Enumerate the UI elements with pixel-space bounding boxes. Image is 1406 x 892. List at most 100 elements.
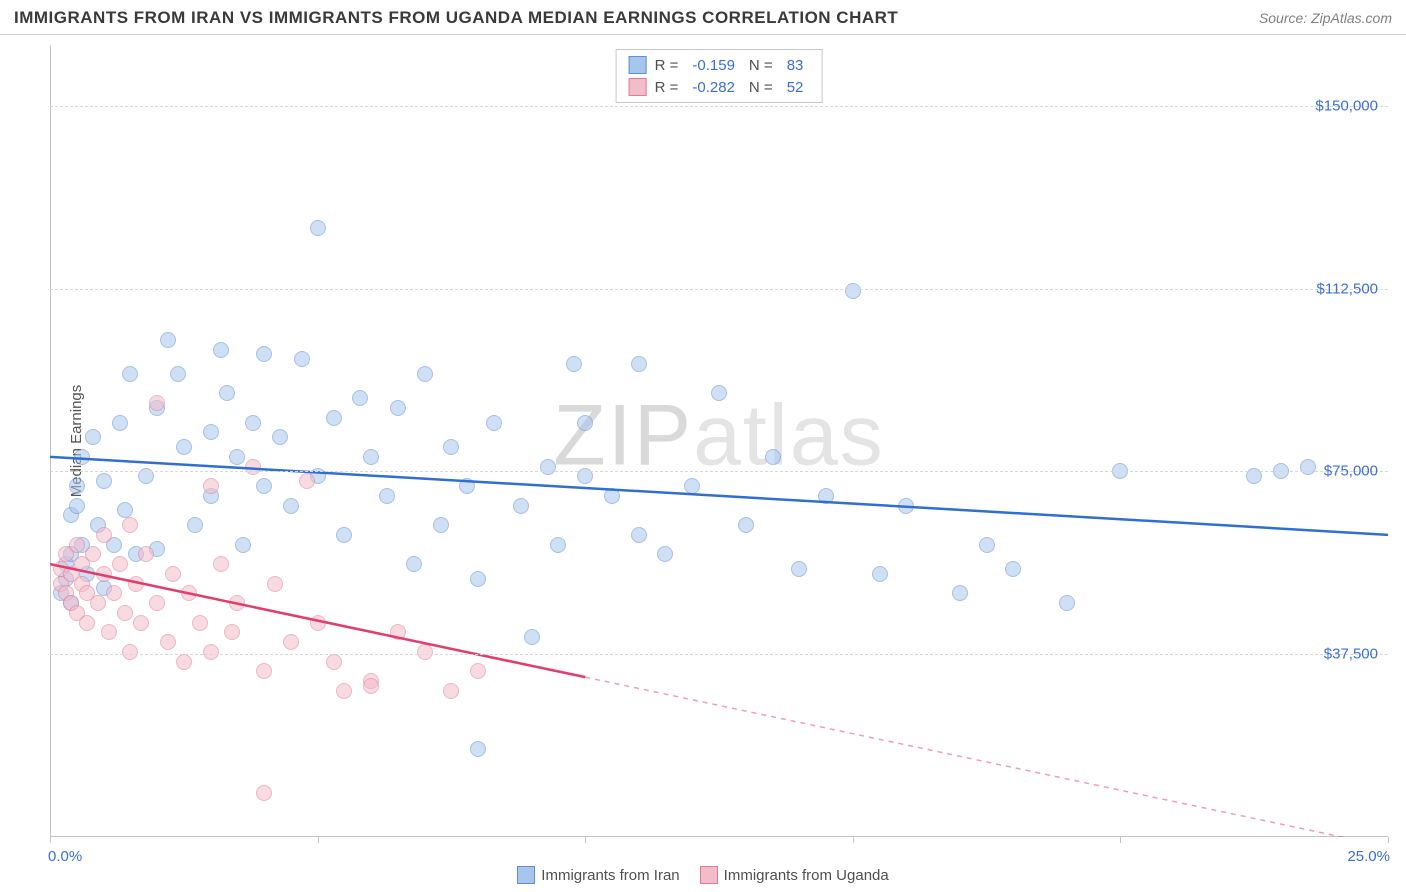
gridline-h bbox=[50, 106, 1388, 107]
data-point-iran bbox=[406, 556, 422, 572]
data-point-iran bbox=[74, 449, 90, 465]
data-point-uganda bbox=[122, 644, 138, 660]
data-point-uganda bbox=[443, 683, 459, 699]
swatch-iran bbox=[629, 56, 647, 74]
data-point-iran bbox=[256, 346, 272, 362]
legend-label-iran: Immigrants from Iran bbox=[541, 867, 679, 884]
data-point-iran bbox=[631, 527, 647, 543]
data-point-uganda bbox=[229, 595, 245, 611]
x-tick bbox=[318, 837, 319, 843]
data-point-uganda bbox=[203, 478, 219, 494]
data-point-iran bbox=[657, 546, 673, 562]
data-point-iran bbox=[711, 385, 727, 401]
data-point-iran bbox=[443, 439, 459, 455]
title-bar: IMMIGRANTS FROM IRAN VS IMMIGRANTS FROM … bbox=[0, 0, 1406, 35]
data-point-uganda bbox=[176, 654, 192, 670]
data-point-iran bbox=[979, 537, 995, 553]
data-point-uganda bbox=[149, 595, 165, 611]
r-label: R = bbox=[655, 57, 679, 74]
r-value-uganda: -0.282 bbox=[692, 79, 735, 96]
data-point-uganda bbox=[96, 527, 112, 543]
data-point-uganda bbox=[69, 537, 85, 553]
swatch-uganda bbox=[629, 78, 647, 96]
x-tick bbox=[585, 837, 586, 843]
data-point-iran bbox=[326, 410, 342, 426]
data-point-iran bbox=[256, 478, 272, 494]
data-point-iran bbox=[96, 473, 112, 489]
data-point-uganda bbox=[213, 556, 229, 572]
data-point-uganda bbox=[363, 678, 379, 694]
n-label: N = bbox=[749, 79, 773, 96]
data-point-iran bbox=[187, 517, 203, 533]
legend-stat-row-uganda: R = -0.282 N = 52 bbox=[629, 76, 810, 98]
data-point-iran bbox=[379, 488, 395, 504]
data-point-iran bbox=[235, 537, 251, 553]
data-point-iran bbox=[486, 415, 502, 431]
data-point-iran bbox=[738, 517, 754, 533]
data-point-iran bbox=[294, 351, 310, 367]
r-label: R = bbox=[655, 79, 679, 96]
data-point-uganda bbox=[106, 585, 122, 601]
data-point-uganda bbox=[128, 576, 144, 592]
data-point-iran bbox=[203, 424, 219, 440]
data-point-iran bbox=[417, 366, 433, 382]
data-point-uganda bbox=[160, 634, 176, 650]
data-point-uganda bbox=[192, 615, 208, 631]
data-point-uganda bbox=[90, 595, 106, 611]
data-point-iran bbox=[818, 488, 834, 504]
data-point-iran bbox=[872, 566, 888, 582]
data-point-iran bbox=[117, 502, 133, 518]
y-tick-label: $37,500 bbox=[1324, 646, 1378, 663]
data-point-iran bbox=[219, 385, 235, 401]
legend-bottom: Immigrants from Iran Immigrants from Uga… bbox=[0, 866, 1406, 884]
data-point-iran bbox=[352, 390, 368, 406]
data-point-iran bbox=[791, 561, 807, 577]
plot-region bbox=[50, 45, 1388, 837]
data-point-iran bbox=[69, 478, 85, 494]
y-tick-label: $75,000 bbox=[1324, 463, 1378, 480]
data-point-iran bbox=[213, 342, 229, 358]
data-point-iran bbox=[566, 356, 582, 372]
n-value-iran: 83 bbox=[787, 57, 804, 74]
chart-title: IMMIGRANTS FROM IRAN VS IMMIGRANTS FROM … bbox=[14, 8, 898, 28]
legend-item-iran: Immigrants from Iran bbox=[517, 866, 679, 884]
swatch-uganda-icon bbox=[700, 866, 718, 884]
gridline-h bbox=[50, 471, 1388, 472]
data-point-uganda bbox=[101, 624, 117, 640]
data-point-iran bbox=[604, 488, 620, 504]
data-point-iran bbox=[176, 439, 192, 455]
x-axis-max-label: 25.0% bbox=[1347, 848, 1390, 865]
data-point-uganda bbox=[256, 785, 272, 801]
swatch-iran-icon bbox=[517, 866, 535, 884]
data-point-iran bbox=[470, 571, 486, 587]
data-point-iran bbox=[310, 220, 326, 236]
data-point-uganda bbox=[112, 556, 128, 572]
n-value-uganda: 52 bbox=[787, 79, 804, 96]
data-point-uganda bbox=[122, 517, 138, 533]
data-point-iran bbox=[336, 527, 352, 543]
x-axis-min-label: 0.0% bbox=[48, 848, 82, 865]
gridline-h bbox=[50, 654, 1388, 655]
data-point-uganda bbox=[117, 605, 133, 621]
data-point-iran bbox=[112, 415, 128, 431]
data-point-uganda bbox=[138, 546, 154, 562]
data-point-iran bbox=[898, 498, 914, 514]
data-point-uganda bbox=[203, 644, 219, 660]
data-point-iran bbox=[845, 283, 861, 299]
x-tick bbox=[1388, 837, 1389, 843]
data-point-iran bbox=[122, 366, 138, 382]
data-point-iran bbox=[390, 400, 406, 416]
data-point-iran bbox=[524, 629, 540, 645]
data-point-uganda bbox=[79, 615, 95, 631]
data-point-uganda bbox=[336, 683, 352, 699]
data-point-iran bbox=[245, 415, 261, 431]
data-point-uganda bbox=[417, 644, 433, 660]
data-point-uganda bbox=[256, 663, 272, 679]
data-point-iran bbox=[283, 498, 299, 514]
data-point-uganda bbox=[470, 663, 486, 679]
data-point-uganda bbox=[390, 624, 406, 640]
n-label: N = bbox=[749, 57, 773, 74]
data-point-iran bbox=[272, 429, 288, 445]
data-point-uganda bbox=[85, 546, 101, 562]
x-tick bbox=[853, 837, 854, 843]
